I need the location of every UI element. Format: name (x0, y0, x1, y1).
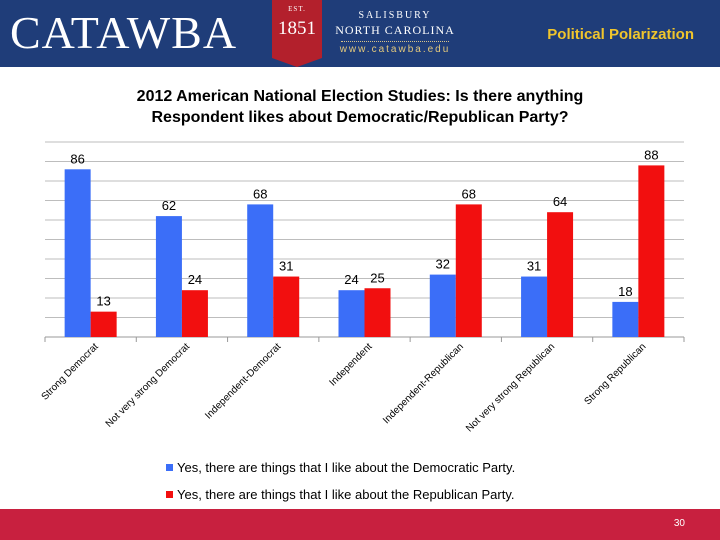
category-label: Independent (328, 341, 375, 388)
legend-label-republican: Yes, there are things that I like about … (177, 487, 515, 502)
chart-title-line2: Respondent likes about Democratic/Republ… (151, 109, 569, 126)
seal-est-text: EST. (288, 5, 306, 13)
bar-republican (273, 276, 300, 337)
header-banner: CATAWBA EST. 1851 SALISBURY NORTH CAROLI… (0, 0, 720, 67)
chart-title-line1: 2012 American National Election Studies:… (136, 88, 584, 105)
section-title: Political Polarization (547, 26, 694, 43)
data-label: 62 (162, 198, 176, 213)
data-label: 68 (253, 186, 267, 201)
data-label: 31 (527, 259, 541, 274)
data-label: 25 (370, 270, 384, 285)
bar-republican (90, 311, 117, 337)
bar-republican (638, 165, 665, 337)
bar-democratic (612, 301, 639, 337)
bar-republican (455, 204, 482, 337)
bar-democratic (521, 276, 548, 337)
data-label: 86 (70, 151, 84, 166)
data-label: 68 (462, 186, 476, 201)
footer-bar: 30 (0, 509, 720, 540)
college-seal: EST. 1851 (272, 0, 322, 67)
legend-item-democratic: Yes, there are things that I like about … (166, 460, 515, 475)
bar-democratic (247, 204, 274, 337)
category-label: Strong Republican (583, 341, 649, 407)
bar-republican (547, 212, 574, 337)
bar-democratic (155, 216, 182, 337)
city-label: SALISBURY (358, 10, 432, 21)
bar-democratic (64, 169, 91, 337)
data-label: 24 (344, 272, 358, 287)
bar-republican (364, 288, 391, 337)
seal-tip (272, 58, 322, 67)
bar-democratic (429, 274, 456, 337)
data-label: 18 (618, 284, 632, 299)
chart-title: 2012 American National Election Studies:… (60, 86, 660, 128)
category-label: Independent-Democrat (203, 341, 283, 421)
data-label: 13 (96, 294, 110, 309)
data-label: 88 (644, 147, 658, 162)
data-label: 31 (279, 259, 293, 274)
legend-label-democratic: Yes, there are things that I like about … (177, 460, 516, 475)
bar-republican (181, 290, 208, 337)
dotted-divider (341, 41, 449, 42)
catawba-logo: CATAWBA (10, 7, 238, 58)
category-label: Independent-Republican (381, 341, 466, 426)
data-label: 32 (436, 257, 450, 272)
legend-swatch-blue (166, 464, 173, 471)
legend-item-republican: Yes, there are things that I like about … (166, 487, 515, 502)
website-label: www.catawba.edu (339, 44, 451, 55)
location-block: SALISBURY NORTH CAROLINA www.catawba.edu (335, 10, 455, 55)
seal-year: 1851 (278, 18, 316, 39)
page-number: 30 (673, 518, 685, 529)
category-label: Not very strong Democrat (104, 341, 192, 429)
state-label: NORTH CAROLINA (335, 23, 455, 37)
category-label: Strong Democrat (40, 341, 101, 402)
legend-swatch-red (166, 491, 173, 498)
data-label: 64 (553, 194, 567, 209)
category-label: Not very strong Republican (464, 341, 557, 434)
bar-democratic (338, 290, 365, 337)
data-label: 24 (188, 272, 202, 287)
